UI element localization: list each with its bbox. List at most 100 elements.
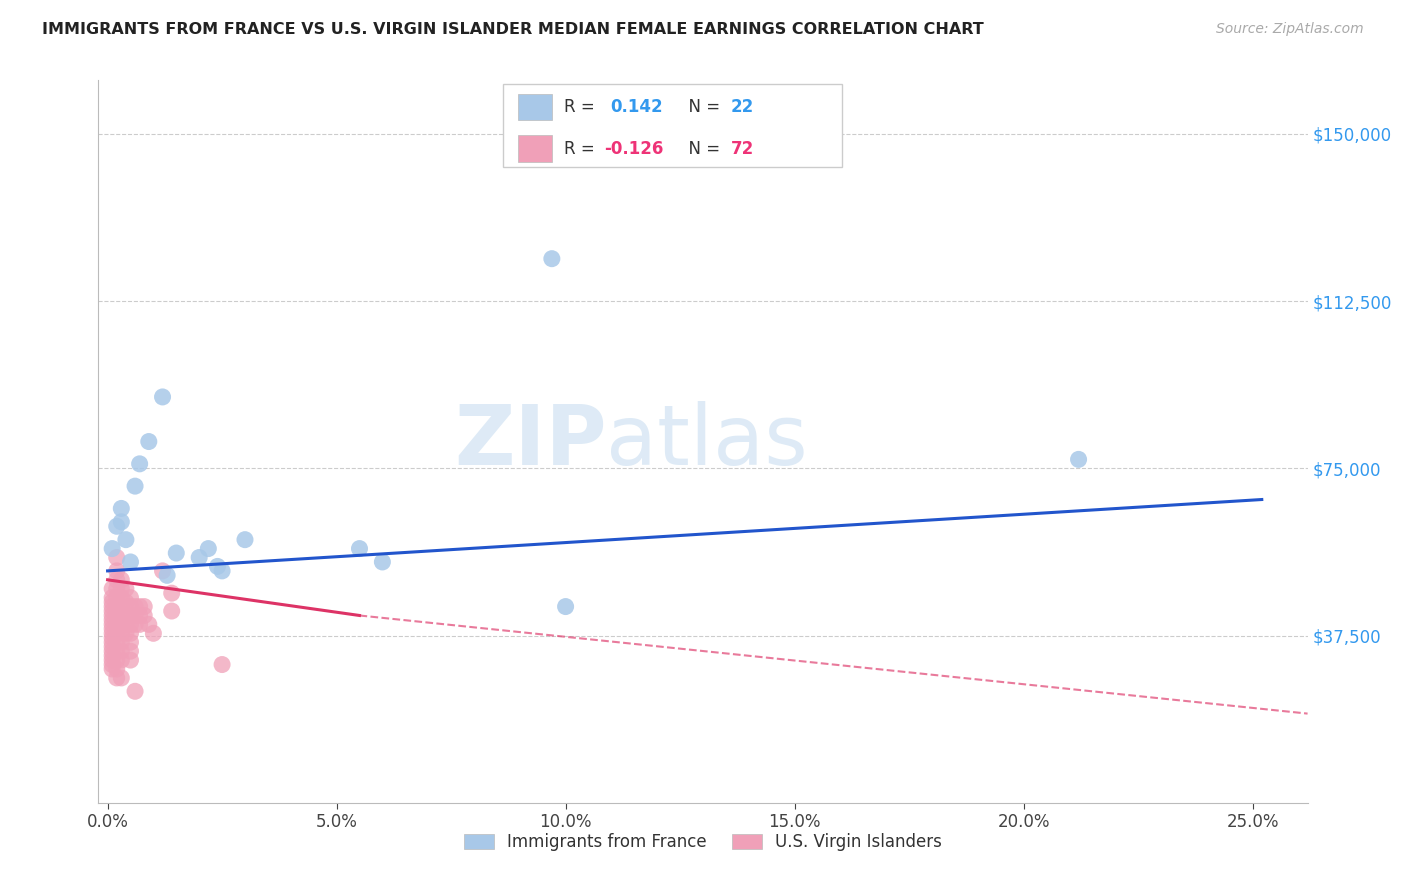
Point bbox=[101, 653, 124, 667]
Point bbox=[110, 626, 132, 640]
Point bbox=[105, 617, 128, 632]
Text: 72: 72 bbox=[731, 140, 754, 158]
Point bbox=[101, 595, 124, 609]
Point bbox=[101, 599, 124, 614]
Point bbox=[101, 541, 124, 556]
Text: N =: N = bbox=[678, 98, 725, 116]
Point bbox=[105, 671, 128, 685]
Point bbox=[105, 550, 128, 565]
Point bbox=[134, 608, 156, 623]
Point bbox=[115, 533, 138, 547]
Point bbox=[110, 635, 132, 649]
Text: -0.126: -0.126 bbox=[603, 140, 664, 158]
Point bbox=[115, 608, 138, 623]
Point bbox=[152, 390, 174, 404]
Point bbox=[115, 582, 138, 596]
Point bbox=[120, 644, 142, 658]
Point bbox=[115, 626, 138, 640]
Point bbox=[349, 541, 371, 556]
Point bbox=[110, 653, 132, 667]
Point bbox=[105, 653, 128, 667]
Point bbox=[105, 644, 128, 658]
Point bbox=[101, 613, 124, 627]
Point bbox=[110, 573, 132, 587]
Text: 0.142: 0.142 bbox=[610, 98, 662, 116]
Point bbox=[554, 599, 576, 614]
Text: R =: R = bbox=[564, 140, 600, 158]
Point bbox=[105, 662, 128, 676]
Point bbox=[120, 599, 142, 614]
Point bbox=[540, 252, 562, 266]
Point bbox=[101, 604, 124, 618]
Point bbox=[101, 644, 124, 658]
Point bbox=[101, 648, 124, 663]
Point bbox=[233, 533, 256, 547]
Point bbox=[124, 684, 146, 698]
Point bbox=[120, 626, 142, 640]
Point bbox=[101, 640, 124, 654]
Point bbox=[120, 617, 142, 632]
Point bbox=[128, 617, 150, 632]
Point bbox=[101, 635, 124, 649]
Point bbox=[110, 608, 132, 623]
Legend: Immigrants from France, U.S. Virgin Islanders: Immigrants from France, U.S. Virgin Isla… bbox=[456, 825, 950, 860]
Text: N =: N = bbox=[678, 140, 725, 158]
Text: 22: 22 bbox=[731, 98, 754, 116]
Point bbox=[110, 599, 132, 614]
Point bbox=[115, 617, 138, 632]
Point bbox=[105, 599, 128, 614]
Point bbox=[156, 568, 179, 582]
Text: atlas: atlas bbox=[606, 401, 808, 482]
Text: IMMIGRANTS FROM FRANCE VS U.S. VIRGIN ISLANDER MEDIAN FEMALE EARNINGS CORRELATIO: IMMIGRANTS FROM FRANCE VS U.S. VIRGIN IS… bbox=[42, 22, 984, 37]
Point bbox=[110, 617, 132, 632]
Point bbox=[110, 515, 132, 529]
Point bbox=[101, 582, 124, 596]
Bar bbox=[517, 94, 553, 120]
Point bbox=[120, 608, 142, 623]
Point bbox=[124, 479, 146, 493]
Point bbox=[101, 657, 124, 672]
Point bbox=[105, 591, 128, 605]
Point bbox=[1067, 452, 1090, 467]
Point bbox=[105, 608, 128, 623]
Point bbox=[120, 591, 142, 605]
Text: ZIP: ZIP bbox=[454, 401, 606, 482]
Point bbox=[165, 546, 187, 560]
Point bbox=[128, 457, 150, 471]
Point bbox=[101, 631, 124, 645]
Point bbox=[101, 608, 124, 623]
Point bbox=[197, 541, 219, 556]
Point bbox=[101, 617, 124, 632]
Point bbox=[142, 626, 165, 640]
Point bbox=[128, 599, 150, 614]
Point bbox=[138, 617, 160, 632]
Point bbox=[134, 599, 156, 614]
Point bbox=[120, 555, 142, 569]
Point bbox=[120, 635, 142, 649]
Point bbox=[101, 626, 124, 640]
Bar bbox=[503, 84, 842, 167]
Text: Source: ZipAtlas.com: Source: ZipAtlas.com bbox=[1216, 22, 1364, 37]
Point bbox=[105, 519, 128, 533]
Point bbox=[110, 644, 132, 658]
Point bbox=[160, 586, 183, 600]
Point bbox=[115, 595, 138, 609]
Point bbox=[105, 573, 128, 587]
Point bbox=[101, 662, 124, 676]
Point bbox=[371, 555, 394, 569]
Point bbox=[128, 608, 150, 623]
Point bbox=[124, 617, 146, 632]
Point bbox=[124, 608, 146, 623]
Point bbox=[105, 582, 128, 596]
Point bbox=[211, 657, 233, 672]
Point bbox=[188, 550, 211, 565]
Point bbox=[110, 501, 132, 516]
Point bbox=[101, 622, 124, 636]
Point bbox=[110, 591, 132, 605]
Point bbox=[207, 559, 229, 574]
Point bbox=[105, 626, 128, 640]
Point bbox=[124, 599, 146, 614]
Point bbox=[105, 564, 128, 578]
Point bbox=[138, 434, 160, 449]
Point bbox=[110, 582, 132, 596]
